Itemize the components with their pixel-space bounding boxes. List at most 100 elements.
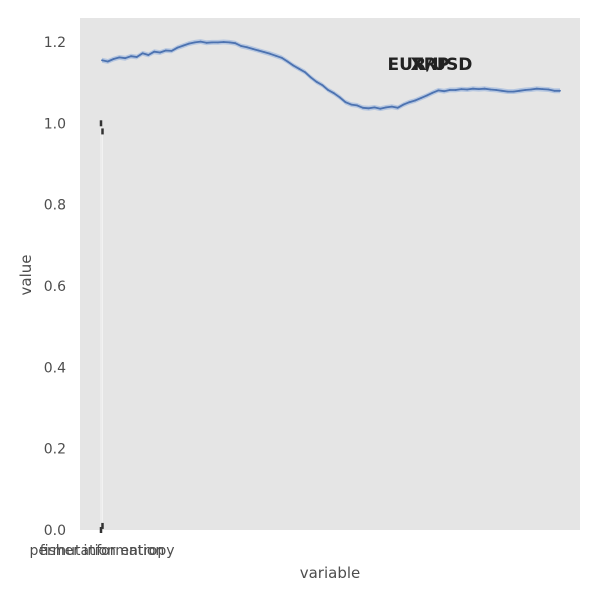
series-point [506,90,509,93]
series-point [443,90,445,93]
y-tick-label: 0.4 [44,360,66,376]
series-point [164,49,167,52]
y-tick-label: 0.0 [44,523,66,539]
series-point [327,89,329,91]
series-point [524,89,527,91]
series-point [466,88,469,91]
overlay-group [99,120,104,533]
series-point [315,80,318,83]
series-point [402,103,405,106]
confidence-band-group [102,39,560,112]
series-point [559,89,561,92]
series-point [454,89,457,91]
series-point [228,41,231,44]
series-point [193,41,196,44]
series-confidence-band [102,39,560,112]
series-point [391,105,393,108]
y-tick-label: 0.8 [44,198,66,214]
series-point [170,50,173,52]
series-point [269,52,271,55]
series-point [263,51,266,53]
series-point [130,55,132,58]
series-point [280,56,283,59]
series-point [495,89,498,91]
series-point [512,90,515,93]
series-point [286,60,289,63]
series-point [147,54,150,56]
series-point [101,59,103,62]
series-point [501,89,503,92]
series-point [304,71,306,73]
series-point [257,49,260,52]
series-point [182,44,185,47]
series-point [344,101,347,104]
series-point [338,96,341,99]
series-point [472,87,474,90]
series-point [356,104,358,107]
series-point [240,45,243,47]
series-point [211,41,214,44]
series-point [396,106,399,109]
x-axis-label: variable [300,564,361,582]
series-point [321,84,324,86]
series-point [408,101,411,104]
series-point [141,52,144,55]
series-point [234,42,237,45]
series-point [425,94,428,97]
x-tick-label: fisher information [40,543,165,559]
series-point [385,106,387,109]
series-point [333,92,335,95]
y-tick-label: 0.6 [44,279,66,295]
series-point [205,41,208,44]
series-point [124,57,127,60]
series-point [367,107,370,110]
series-point [292,64,295,67]
series-point [541,88,544,90]
series-point [106,60,109,63]
series-line-group [101,40,561,110]
series-point [448,89,451,91]
series-point [199,40,202,43]
series-point [414,99,416,102]
x-tick-label: permutation entropy [29,543,174,559]
series-point [188,42,190,45]
series-point [553,89,556,92]
series-point [530,88,532,91]
series-point [420,97,422,99]
series-point [298,67,300,70]
series-point [159,51,161,54]
series-point [350,103,353,106]
series-line [101,40,560,110]
series-point [373,106,376,109]
chart-title-xrp: XRP [411,55,450,75]
series-point [309,76,312,79]
series-point [431,91,434,94]
series-point [176,46,179,49]
series-point [251,48,254,50]
plot-area [80,18,580,530]
series-point [246,46,248,49]
y-tick-label: 1.2 [44,35,66,51]
series-point [477,88,480,90]
y-tick-label: 1.0 [44,116,66,132]
series-point [118,56,121,59]
series-point [112,58,115,60]
series-point [275,54,277,57]
series-point [483,87,486,90]
series-point [217,41,219,44]
series-point [489,88,492,91]
series-point [518,89,521,92]
series-point [437,89,440,92]
y-axis-label: value [17,255,35,296]
series-point [379,107,382,110]
series-point [153,50,156,53]
y-tick-label: 0.2 [44,442,66,458]
y-tick-labels: 0.0 0.2 0.4 0.6 0.8 1.0 1.2 [44,35,66,539]
series-point [535,87,538,90]
series-point [222,41,225,43]
series-point [362,106,364,109]
series-point [547,88,550,91]
series-point [460,88,463,90]
